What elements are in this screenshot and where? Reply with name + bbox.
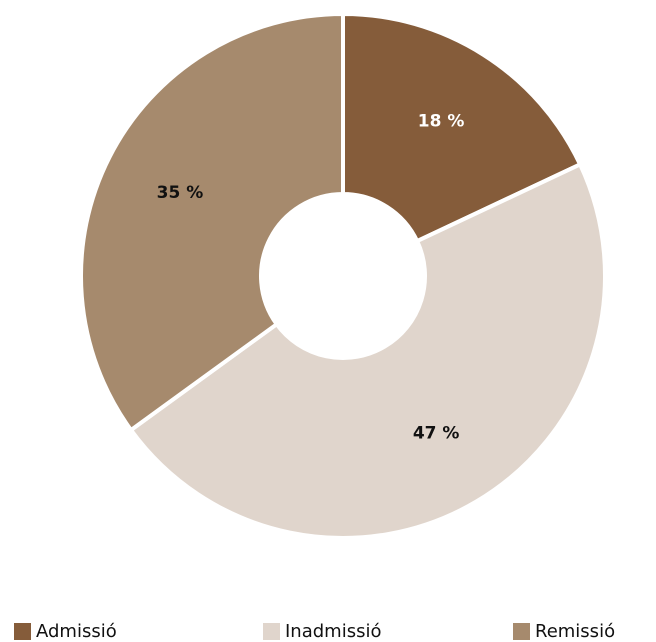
legend-label-remissio: Remissió — [535, 620, 616, 642]
legend: Admissió Inadmissió Remissió — [0, 620, 656, 642]
donut-chart: 18 % 47 % 35 % — [79, 11, 607, 540]
legend-item-admissio: Admissió — [14, 620, 117, 642]
legend-item-inadmissio: Inadmissió — [263, 620, 381, 642]
slice-admissio — [341, 11, 583, 244]
data-label-inadmissio: 47 % — [413, 424, 460, 444]
legend-swatch-admissio — [14, 622, 31, 640]
slice-inadmissio — [128, 161, 607, 540]
legend-label-admissio: Admissió — [36, 620, 117, 642]
legend-label-inadmissio: Inadmissió — [285, 620, 382, 642]
legend-item-remissio: Remissió — [513, 620, 615, 642]
slice-remissio — [79, 11, 345, 433]
data-label-remissio: 35 % — [157, 183, 204, 203]
data-label-admissio: 18 % — [418, 111, 465, 131]
legend-swatch-inadmissio — [263, 622, 280, 640]
legend-swatch-remissio — [513, 622, 530, 640]
